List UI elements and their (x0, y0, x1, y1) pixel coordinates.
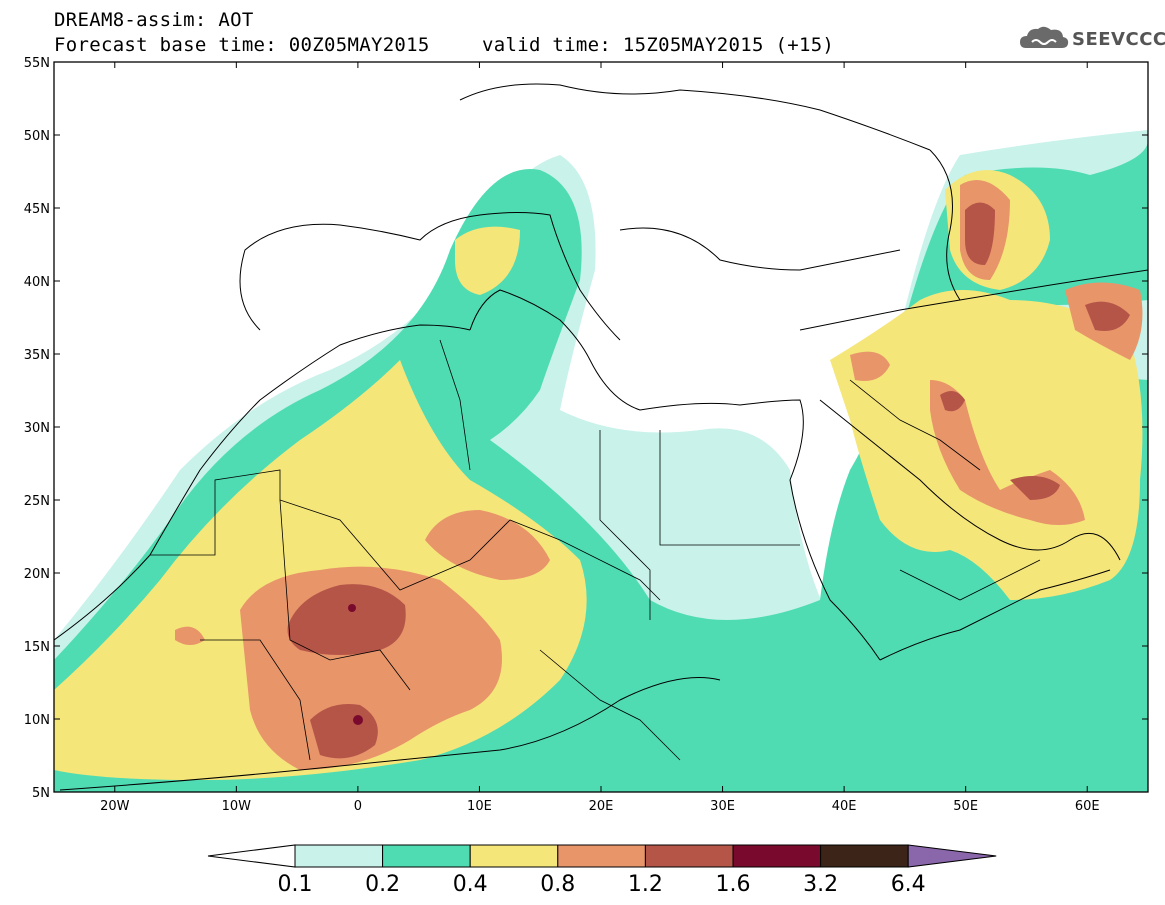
lon-label: 50E (953, 799, 978, 814)
lon-label: 10E (467, 799, 492, 814)
colorbar-label: 0.1 (278, 872, 313, 897)
colorbar-label: 3.2 (803, 872, 838, 897)
lon-label: 30E (710, 799, 735, 814)
axis-ticks (54, 61, 1148, 793)
longitude-labels: 20W 10W 0 10E 20E 30E 40E 50E 60E (100, 799, 1100, 814)
colorbar-segment (557, 844, 646, 868)
lon-label: 0 (354, 799, 362, 814)
lat-label: 25N (24, 494, 50, 509)
colorbar-segment (644, 844, 734, 868)
lat-label: 45N (24, 202, 50, 217)
lat-label: 30N (24, 421, 50, 436)
lon-label: 60E (1075, 799, 1100, 814)
map-title: DREAM8-assim: AOT (54, 9, 254, 31)
colorbar-segment (469, 844, 559, 868)
colorbar-segment (382, 844, 471, 868)
lat-label: 55N (24, 56, 50, 71)
colorbar-segment (294, 844, 384, 868)
lat-label: 35N (24, 348, 50, 363)
colorbar-label: 0.2 (365, 872, 400, 897)
lon-label: 10W (222, 799, 252, 814)
lat-label: 5N (32, 786, 50, 801)
colorbar-arrow-low (207, 844, 296, 868)
country-borders (150, 339, 1041, 761)
colorbar (207, 844, 997, 868)
colorbar-segment (732, 844, 822, 868)
lat-label: 10N (24, 713, 50, 728)
latitude-labels: 55N 50N 45N 40N 35N 30N 25N 20N 15N 10N 5N (24, 56, 50, 801)
colorbar-label: 0.4 (453, 872, 488, 897)
colorbar-label: 0.8 (540, 872, 575, 897)
colorbar-label: 1.2 (628, 872, 663, 897)
forecast-base-time: Forecast base time: 00Z05MAY2015 (54, 34, 430, 56)
colorbar-label: 6.4 (891, 872, 926, 897)
coastlines (54, 83, 1148, 791)
aot-level-1.6 (348, 604, 363, 725)
lat-label: 50N (24, 129, 50, 144)
colorbar-arrow-high (907, 844, 997, 868)
valid-time: valid time: 15Z05MAY2015 (+15) (482, 34, 835, 56)
lon-label: 40E (832, 799, 857, 814)
cloud-icon (1020, 26, 1069, 48)
lat-label: 40N (24, 275, 50, 290)
lon-label: 20E (589, 799, 614, 814)
colorbar-segment (820, 844, 909, 868)
colorbar-labels: 0.1 0.2 0.4 0.8 1.2 1.6 3.2 6.4 (278, 872, 926, 897)
aot-contours (54, 62, 1148, 792)
lat-label: 15N (24, 640, 50, 655)
lon-label: 20W (100, 799, 130, 814)
logo-text: SEEVCCC (1072, 29, 1165, 50)
seevccc-logo: SEEVCCC (1018, 24, 1165, 54)
aot-level-1.2 (287, 202, 1130, 759)
lat-label: 20N (24, 567, 50, 582)
colorbar-label: 1.6 (716, 872, 751, 897)
